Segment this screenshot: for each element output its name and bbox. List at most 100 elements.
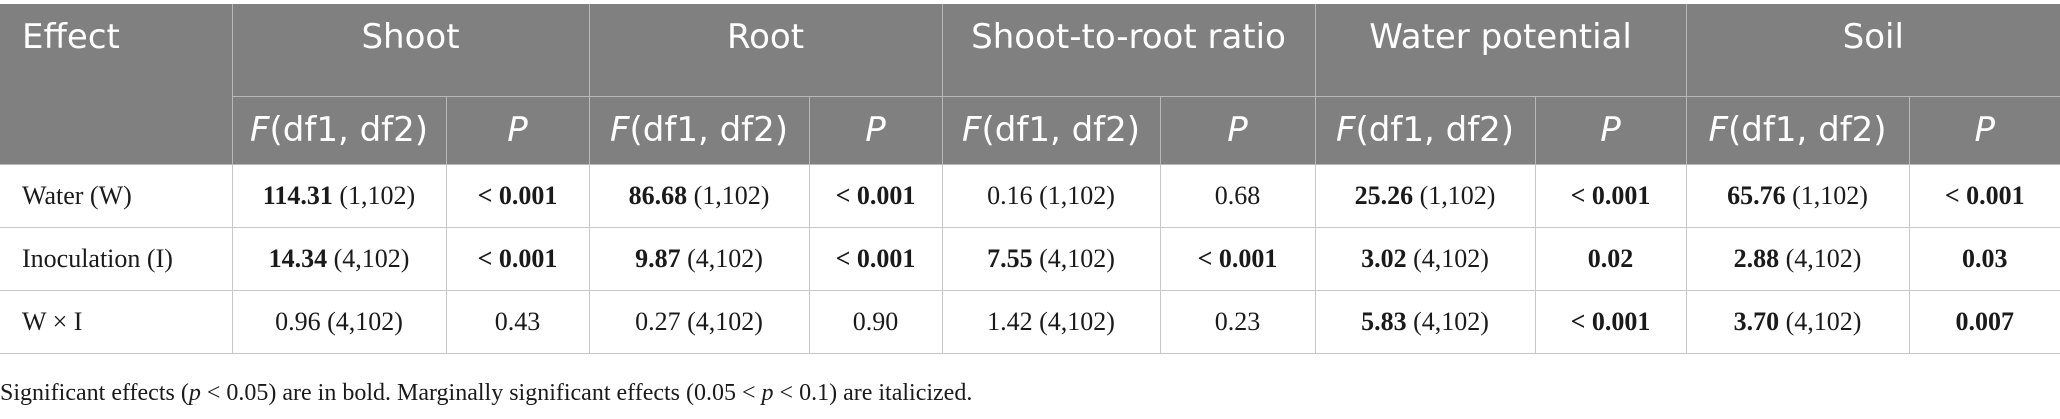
p-value-cell: < 0.001 bbox=[808, 164, 943, 228]
degrees-of-freedom: (4,102) bbox=[1779, 243, 1862, 273]
p-value-cell: 0.43 bbox=[445, 290, 590, 354]
f-statistic: 3.70 bbox=[1733, 306, 1780, 336]
degrees-of-freedom: (1,102) bbox=[332, 180, 416, 210]
degrees-of-freedom: (1,102) bbox=[1785, 180, 1868, 210]
f-header: F(df1, df2) bbox=[588, 96, 810, 165]
f-value-cell: 1.42 (4,102) bbox=[941, 290, 1161, 354]
p-header: P bbox=[1159, 96, 1316, 165]
degrees-of-freedom: (4,102) bbox=[1406, 306, 1489, 336]
f-letter: F bbox=[961, 110, 982, 150]
effect-label: Inoculation (I) bbox=[0, 227, 233, 291]
f-df-label: (df1, df2) bbox=[629, 110, 789, 150]
f-header: F(df1, df2) bbox=[1685, 96, 1910, 165]
f-value-cell: 65.76 (1,102) bbox=[1685, 164, 1910, 228]
f-statistic: 25.26 bbox=[1354, 180, 1414, 210]
f-statistic: 0.16 bbox=[987, 180, 1033, 210]
p-value-cell: 0.23 bbox=[1159, 290, 1316, 354]
f-statistic: 114.31 bbox=[262, 180, 333, 210]
degrees-of-freedom: (4,102) bbox=[680, 243, 763, 273]
p-value-cell: 0.007 bbox=[1908, 290, 2060, 354]
p-value-cell: < 0.001 bbox=[1159, 227, 1316, 291]
f-statistic: 2.88 bbox=[1733, 243, 1780, 273]
f-header: F(df1, df2) bbox=[231, 96, 447, 165]
group-header-soil: Soil bbox=[1685, 4, 2060, 97]
table-row: W × I 0.96 (4,102) 0.43 0.27 (4,102) 0.90 1.4… bbox=[0, 290, 2060, 354]
f-statistic: 7.55 bbox=[987, 243, 1033, 273]
f-statistic: 9.87 bbox=[635, 243, 681, 273]
group-header-water-potential: Water potential bbox=[1314, 4, 1687, 97]
degrees-of-freedom: (4,102) bbox=[320, 306, 403, 336]
p-header: P bbox=[445, 96, 590, 165]
degrees-of-freedom: (1,102) bbox=[1032, 180, 1115, 210]
effect-label: Water (W) bbox=[0, 164, 233, 228]
table-row: Water (W) 114.31 (1,102) < 0.001 86.68 (1,1… bbox=[0, 164, 2060, 228]
p-value-cell: < 0.001 bbox=[1534, 290, 1687, 354]
degrees-of-freedom: (4,102) bbox=[1406, 243, 1489, 273]
degrees-of-freedom: (4,102) bbox=[680, 306, 763, 336]
p-value-cell: < 0.001 bbox=[445, 164, 590, 228]
p-value-cell: < 0.001 bbox=[808, 227, 943, 291]
f-value-cell: 86.68 (1,102) bbox=[588, 164, 810, 228]
f-df-label: (df1, df2) bbox=[1355, 110, 1515, 150]
f-value-cell: 9.87 (4,102) bbox=[588, 227, 810, 291]
degrees-of-freedom: (1,102) bbox=[1413, 180, 1496, 210]
f-value-cell: 0.27 (4,102) bbox=[588, 290, 810, 354]
footnote-p-symbol: p bbox=[188, 380, 201, 406]
footnote-text: < 0.1) are italicized. bbox=[773, 380, 973, 406]
group-header-shoot: Shoot bbox=[231, 4, 590, 97]
f-df-label: (df1, df2) bbox=[981, 110, 1141, 150]
f-header: F(df1, df2) bbox=[941, 96, 1161, 165]
f-statistic: 1.42 bbox=[987, 306, 1033, 336]
header-row-groups: Effect Shoot Root Shoot-to-root ratio Wa… bbox=[0, 4, 2060, 165]
f-value-cell: 114.31 (1,102) bbox=[231, 164, 447, 228]
footnote-p-symbol: p bbox=[761, 380, 774, 406]
p-value-cell: < 0.001 bbox=[445, 227, 590, 291]
table-footnote: Significant effects (p < 0.05) are in bo… bbox=[0, 380, 972, 407]
f-value-cell: 14.34 (4,102) bbox=[231, 227, 447, 291]
p-value-cell: 0.68 bbox=[1159, 164, 1316, 228]
degrees-of-freedom: (4,102) bbox=[1779, 306, 1862, 336]
group-header-root: Root bbox=[588, 4, 943, 97]
anova-table: Effect Shoot Root Shoot-to-root ratio Wa… bbox=[0, 4, 2060, 354]
p-header: P bbox=[1534, 96, 1687, 165]
f-statistic: 65.76 bbox=[1727, 180, 1786, 210]
f-letter: F bbox=[1335, 110, 1356, 150]
p-value-cell: 0.03 bbox=[1908, 227, 2060, 291]
f-statistic: 0.96 bbox=[275, 306, 321, 336]
f-letter: F bbox=[1708, 110, 1729, 150]
header-row-stats: F(df1, df2) P F(df1, df2) P F(df1, df2) … bbox=[0, 96, 2060, 165]
f-statistic: 5.83 bbox=[1361, 306, 1407, 336]
table-body: Water (W) 114.31 (1,102) < 0.001 86.68 (1,1… bbox=[0, 164, 2060, 354]
f-value-cell: 0.96 (4,102) bbox=[231, 290, 447, 354]
f-letter: F bbox=[249, 110, 270, 150]
f-value-cell: 2.88 (4,102) bbox=[1685, 227, 1910, 291]
f-statistic: 86.68 bbox=[628, 180, 688, 210]
p-header: P bbox=[808, 96, 943, 165]
effect-column-header: Effect bbox=[0, 4, 233, 165]
degrees-of-freedom: (4,102) bbox=[327, 243, 410, 273]
f-letter: F bbox=[609, 110, 630, 150]
p-value-cell: 0.90 bbox=[808, 290, 943, 354]
effect-label: W × I bbox=[0, 290, 233, 354]
p-value-cell: < 0.001 bbox=[1908, 164, 2060, 228]
f-value-cell: 3.70 (4,102) bbox=[1685, 290, 1910, 354]
group-header-shoot-to-root-ratio: Shoot-to-root ratio bbox=[941, 4, 1316, 97]
f-header: F(df1, df2) bbox=[1314, 96, 1536, 165]
table-row: Inoculation (I) 14.34 (4,102) < 0.001 9.87 … bbox=[0, 227, 2060, 291]
p-header: P bbox=[1908, 96, 2060, 165]
degrees-of-freedom: (1,102) bbox=[687, 180, 770, 210]
p-value-cell: < 0.001 bbox=[1534, 164, 1687, 228]
f-value-cell: 7.55 (4,102) bbox=[941, 227, 1161, 291]
p-value-cell: 0.02 bbox=[1534, 227, 1687, 291]
f-value-cell: 0.16 (1,102) bbox=[941, 164, 1161, 228]
f-df-label: (df1, df2) bbox=[1728, 110, 1887, 150]
footnote-text: < 0.05) are in bold. Marginally signific… bbox=[200, 380, 762, 406]
degrees-of-freedom: (4,102) bbox=[1032, 306, 1115, 336]
degrees-of-freedom: (4,102) bbox=[1032, 243, 1115, 273]
f-statistic: 14.34 bbox=[268, 243, 328, 273]
f-value-cell: 25.26 (1,102) bbox=[1314, 164, 1536, 228]
f-statistic: 0.27 bbox=[635, 306, 681, 336]
f-value-cell: 3.02 (4,102) bbox=[1314, 227, 1536, 291]
f-df-label: (df1, df2) bbox=[269, 110, 429, 150]
f-value-cell: 5.83 (4,102) bbox=[1314, 290, 1536, 354]
